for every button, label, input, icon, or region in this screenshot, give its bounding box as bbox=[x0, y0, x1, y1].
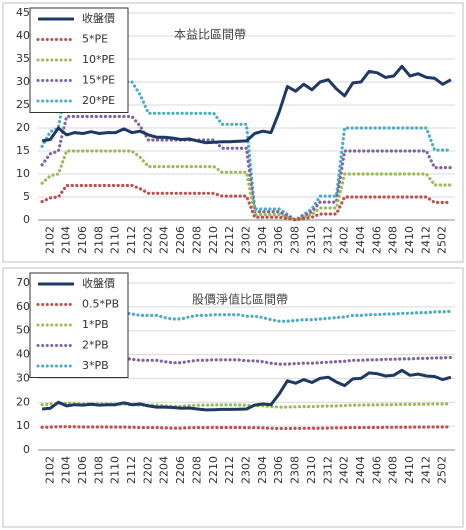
x-tick-label: 2112 bbox=[125, 226, 138, 254]
y-tick-label: 20 bbox=[16, 121, 30, 134]
x-tick-label: 2306 bbox=[272, 226, 285, 254]
y-tick-label: 10 bbox=[16, 167, 30, 180]
y-tick-label: 50 bbox=[16, 324, 30, 337]
x-tick-label: 2102 bbox=[43, 456, 56, 484]
series-line bbox=[40, 425, 453, 431]
series-line bbox=[40, 183, 453, 222]
y-tick-label: 30 bbox=[16, 371, 30, 384]
x-tick-label: 2104 bbox=[60, 456, 73, 484]
x-tick-label: 2206 bbox=[174, 456, 187, 484]
y-tick-label: 30 bbox=[16, 75, 30, 88]
x-tick-label: 2204 bbox=[158, 226, 171, 254]
x-tick-label: 2102 bbox=[43, 226, 56, 254]
x-tick-label: 2406 bbox=[370, 226, 383, 254]
y-tick-label: 0 bbox=[23, 443, 30, 456]
x-tick-label: 2402 bbox=[338, 456, 351, 484]
legend-label: 收盤價 bbox=[82, 11, 115, 25]
x-tick-label: 2502 bbox=[436, 456, 449, 484]
x-tick-label: 2206 bbox=[174, 226, 187, 254]
y-tick-label: 35 bbox=[16, 52, 30, 65]
x-tick-label: 2210 bbox=[207, 456, 220, 484]
legend-label: 10*PE bbox=[82, 53, 115, 66]
x-tick-label: 2412 bbox=[419, 226, 432, 254]
x-tick-label: 2412 bbox=[419, 456, 432, 484]
x-tick-label: 2208 bbox=[190, 226, 203, 254]
x-tick-label: 2312 bbox=[321, 226, 334, 254]
x-tick-label: 2308 bbox=[289, 226, 302, 254]
y-tick-label: 70 bbox=[16, 276, 30, 289]
x-tick-label: 2410 bbox=[403, 226, 416, 254]
y-tick-label: 15 bbox=[16, 144, 30, 157]
x-tick-label: 2308 bbox=[289, 456, 302, 484]
y-tick-label: 20 bbox=[16, 395, 30, 408]
chart-title: 本益比區間帶 bbox=[174, 28, 246, 42]
x-tick-label: 2202 bbox=[141, 456, 154, 484]
x-tick-label: 2304 bbox=[256, 456, 269, 484]
series-line bbox=[40, 114, 453, 222]
x-tick-label: 2212 bbox=[223, 226, 236, 254]
y-tick-label: 25 bbox=[16, 98, 30, 111]
x-tick-label: 2204 bbox=[158, 456, 171, 484]
x-tick-label: 2310 bbox=[305, 226, 318, 254]
legend: 收盤價 5*PE 10*PE 15*PE 20*PE bbox=[29, 7, 129, 113]
x-tick-label: 2208 bbox=[190, 456, 203, 484]
y-tick-label: 40 bbox=[16, 348, 30, 361]
x-tick-label: 2402 bbox=[338, 226, 351, 254]
x-tick-label: 2108 bbox=[92, 226, 105, 254]
x-tick-label: 2502 bbox=[436, 226, 449, 254]
x-tick-label: 2202 bbox=[141, 226, 154, 254]
x-tick-label: 2108 bbox=[92, 456, 105, 484]
x-tick-label: 2404 bbox=[354, 456, 367, 484]
x-tick-label: 2210 bbox=[207, 226, 220, 254]
legend-label: 3*PB bbox=[82, 359, 109, 372]
legend-label: 15*PE bbox=[82, 74, 115, 87]
x-tick-label: 2408 bbox=[387, 226, 400, 254]
legend-label: 收盤價 bbox=[82, 276, 115, 290]
x-tick-label: 2106 bbox=[76, 456, 89, 484]
y-tick-label: 40 bbox=[16, 29, 30, 42]
x-tick-label: 2304 bbox=[256, 226, 269, 254]
x-tick-label: 2110 bbox=[109, 456, 122, 484]
y-tick-label: 5 bbox=[23, 190, 30, 203]
y-tick-label: 0 bbox=[23, 213, 30, 226]
x-tick-label: 2404 bbox=[354, 226, 367, 254]
legend-label: 0.5*PB bbox=[82, 298, 119, 311]
y-tick-label: 60 bbox=[16, 300, 30, 313]
x-tick-label: 2312 bbox=[321, 456, 334, 484]
legend-label: 20*PE bbox=[82, 94, 115, 107]
x-tick-label: 2302 bbox=[240, 456, 253, 484]
chart-panel: 0 5 10 15 20 25 30 35 40 45 2102 2104 2106 2108 2110 21… bbox=[2, 2, 464, 263]
x-tick-label: 2106 bbox=[76, 226, 89, 254]
x-tick-label: 2408 bbox=[387, 456, 400, 484]
y-tick-label: 10 bbox=[16, 419, 30, 432]
x-tick-label: 2410 bbox=[403, 456, 416, 484]
x-tick-label: 2104 bbox=[60, 226, 73, 254]
x-tick-label: 2110 bbox=[109, 226, 122, 254]
x-tick-label: 2112 bbox=[125, 456, 138, 484]
legend-label: 1*PB bbox=[82, 318, 109, 331]
y-tick-label: 45 bbox=[16, 6, 30, 19]
legend: 收盤價 0.5*PB 1*PB 2*PB 3*PB bbox=[29, 272, 129, 378]
x-tick-label: 2310 bbox=[305, 456, 318, 484]
legend-label: 5*PE bbox=[82, 33, 108, 46]
x-tick-label: 2212 bbox=[223, 456, 236, 484]
series-line bbox=[41, 64, 452, 145]
x-tick-label: 2306 bbox=[272, 456, 285, 484]
x-tick-label: 2302 bbox=[240, 226, 253, 254]
legend-label: 2*PB bbox=[82, 339, 109, 352]
x-tick-label: 2406 bbox=[370, 456, 383, 484]
series-line bbox=[41, 368, 452, 412]
chart-title: 股價淨值比區間帶 bbox=[192, 292, 288, 307]
series-line bbox=[40, 149, 453, 222]
